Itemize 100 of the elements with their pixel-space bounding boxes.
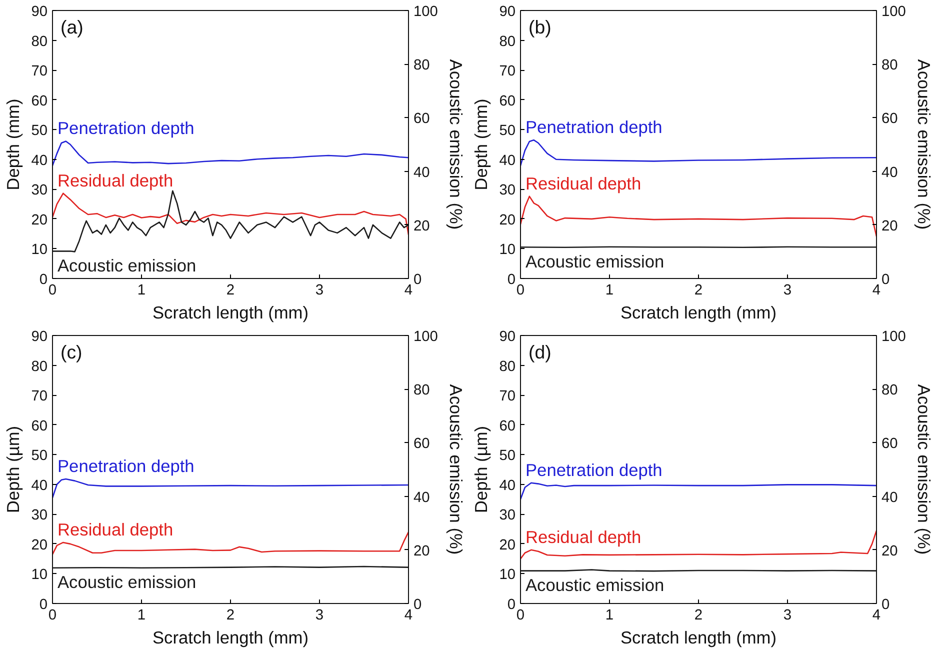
y2-tick-label: 40	[414, 490, 430, 506]
y-tick-label: 0	[39, 597, 48, 613]
chart-title: (a)	[60, 16, 84, 38]
x-tick-label: 3	[315, 282, 324, 298]
x-tick-label: 2	[694, 282, 703, 298]
chart-title: (d)	[528, 342, 552, 362]
y2-axis-title: Acoustic emission (%)	[446, 59, 466, 230]
y2-tick-label: 0	[414, 597, 422, 613]
y2-tick-label: 100	[414, 329, 438, 345]
y-tick-label: 20	[499, 212, 516, 228]
y-axis-title: Depth (µm)	[3, 426, 24, 514]
y-tick-label: 90	[31, 329, 48, 345]
y-tick-label: 10	[31, 567, 48, 584]
series-label: Residual depth	[526, 173, 642, 194]
y-tick-label: 0	[507, 272, 516, 288]
y2-tick-label: 60	[414, 436, 430, 452]
y-tick-label: 90	[499, 4, 516, 20]
y-tick-label: 20	[499, 537, 516, 554]
y-tick-label: 80	[499, 34, 516, 50]
y2-tick-label: 60	[882, 111, 898, 128]
y-tick-label: 0	[39, 272, 48, 288]
series-label: Acoustic emission	[526, 251, 664, 272]
y-tick-label: 50	[499, 123, 516, 140]
y-tick-label: 60	[499, 93, 516, 110]
y-tick-label: 80	[31, 34, 48, 50]
y-tick-label: 10	[499, 242, 516, 258]
y2-tick-label: 100	[882, 329, 906, 345]
series-label: Residual depth	[58, 519, 174, 540]
y2-tick-label: 20	[414, 543, 430, 560]
y2-tick-label: 0	[882, 597, 890, 613]
x-tick-label: 4	[404, 608, 413, 624]
y2-tick-label: 100	[414, 4, 438, 20]
x-tick-label: 2	[694, 608, 703, 624]
y-tick-label: 90	[31, 4, 48, 20]
series-label: Acoustic emission	[58, 256, 196, 276]
series-label: Penetration depth	[526, 460, 662, 480]
y-axis-title: Depth (mm)	[471, 98, 492, 190]
y-tick-label: 0	[507, 597, 516, 613]
y-tick-label: 70	[499, 388, 516, 405]
y-tick-label: 70	[499, 64, 516, 80]
series-label: Residual depth	[526, 526, 642, 547]
y2-tick-label: 60	[882, 436, 898, 452]
x-axis-title: Scratch length (mm)	[620, 302, 776, 322]
y2-tick-label: 60	[414, 111, 430, 128]
y-tick-label: 40	[31, 478, 48, 494]
x-tick-label: 4	[872, 282, 881, 298]
x-axis-title: Scratch length (mm)	[620, 628, 776, 648]
y2-tick-label: 0	[414, 272, 422, 288]
y-tick-label: 50	[499, 448, 516, 464]
y-tick-label: 10	[499, 567, 516, 584]
x-tick-label: 1	[137, 282, 146, 298]
x-tick-label: 1	[137, 608, 146, 624]
x-tick-label: 3	[315, 608, 324, 624]
y2-tick-label: 40	[882, 490, 898, 506]
y-tick-label: 50	[31, 448, 48, 464]
x-tick-label: 1	[605, 282, 614, 298]
y2-tick-label: 80	[882, 382, 898, 399]
y2-tick-label: 20	[414, 218, 430, 234]
y-tick-label: 40	[499, 478, 516, 494]
y-axis-title: Depth (mm)	[3, 98, 24, 190]
y-tick-label: 30	[499, 508, 516, 524]
series-label: Penetration depth	[58, 118, 194, 138]
y2-tick-label: 20	[882, 543, 898, 560]
y-tick-label: 40	[499, 152, 516, 169]
x-tick-label: 3	[783, 608, 792, 624]
y-tick-label: 10	[31, 242, 48, 258]
y2-tick-label: 100	[882, 4, 906, 20]
x-tick-label: 2	[226, 608, 235, 624]
y2-axis-title: Acoustic emission (%)	[446, 384, 466, 555]
y2-tick-label: 0	[882, 272, 890, 288]
y2-tick-label: 80	[414, 382, 430, 399]
y-tick-label: 90	[499, 329, 516, 345]
chart-title: (c)	[60, 342, 82, 362]
y-tick-label: 40	[31, 152, 48, 169]
y-tick-label: 70	[31, 64, 48, 80]
y2-tick-label: 40	[882, 164, 898, 181]
y-tick-label: 60	[31, 93, 48, 110]
y-tick-label: 50	[31, 123, 48, 140]
y-axis-title: Depth (µm)	[471, 426, 492, 514]
x-axis-title: Scratch length (mm)	[152, 628, 308, 648]
series-label: Acoustic emission	[526, 574, 664, 595]
y-tick-label: 30	[31, 508, 48, 524]
y-tick-label: 60	[31, 418, 48, 434]
y2-axis-title: Acoustic emission (%)	[914, 59, 934, 230]
y2-tick-label: 80	[882, 58, 898, 74]
y-tick-label: 70	[31, 388, 48, 405]
x-tick-label: 3	[783, 282, 792, 298]
y-tick-label: 80	[499, 358, 516, 375]
series-label: Penetration depth	[526, 117, 662, 138]
x-tick-label: 4	[404, 282, 413, 298]
y-tick-label: 20	[31, 212, 48, 228]
x-tick-label: 1	[605, 608, 614, 624]
x-axis-title: Scratch length (mm)	[152, 302, 308, 322]
y-tick-label: 30	[499, 182, 516, 199]
y2-tick-label: 80	[414, 58, 430, 74]
chart-title: (b)	[528, 16, 552, 38]
x-tick-label: 4	[872, 608, 881, 624]
y-tick-label: 30	[31, 182, 48, 199]
y-tick-label: 80	[31, 358, 48, 375]
series-label: Acoustic emission	[58, 572, 196, 592]
